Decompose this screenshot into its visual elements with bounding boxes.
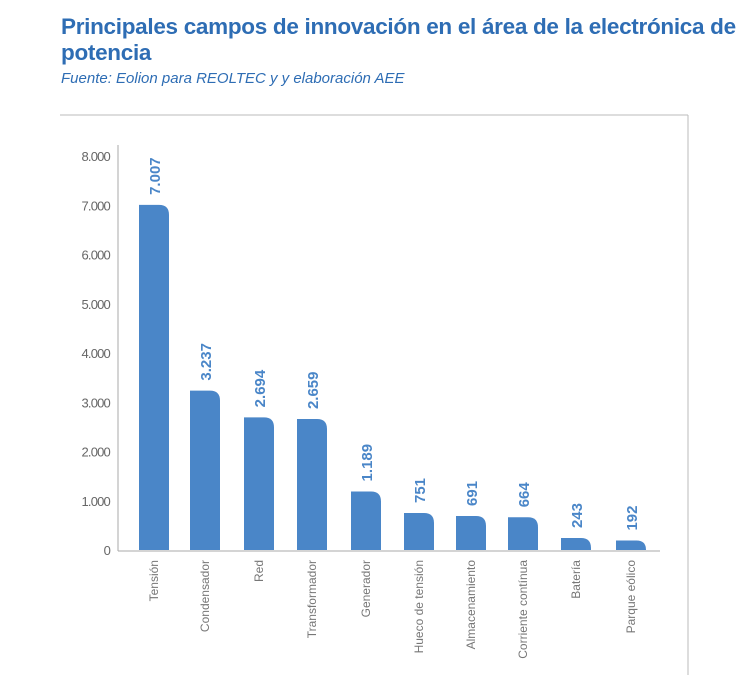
x-tick-label: Parque eólico — [624, 560, 638, 634]
chart-subtitle: Fuente: Eolion para REOLTEC y y elaborac… — [61, 70, 405, 87]
x-tick-label: Hueco de tensión — [412, 560, 426, 653]
bar-9 — [616, 540, 646, 550]
value-label: 664 — [516, 482, 533, 508]
y-tick-label: 5.000 — [81, 297, 110, 312]
chart-title: Principales campos de innovación en el á… — [61, 14, 736, 65]
bar-3 — [297, 419, 327, 550]
y-tick-label: 3.000 — [81, 395, 110, 410]
bar-6 — [456, 515, 486, 550]
y-tick-label: 1.000 — [81, 494, 110, 509]
y-tick-label: 0 — [104, 543, 111, 558]
y-tick-label: 6.000 — [81, 248, 110, 263]
bar-2 — [244, 417, 274, 550]
value-label: 243 — [569, 503, 586, 528]
value-label: 192 — [624, 506, 641, 531]
x-tick-label: Corriente contínua — [516, 560, 530, 659]
y-tick-label: 8.000 — [81, 149, 110, 164]
y-tick-label: 4.000 — [81, 346, 110, 361]
x-tick-label: Red — [252, 560, 266, 582]
value-label: 3.237 — [198, 343, 215, 381]
value-label: 751 — [412, 478, 429, 503]
bar-8 — [561, 538, 591, 550]
x-tick-label: Condensador — [198, 560, 212, 632]
bar-7 — [508, 517, 538, 550]
x-tick-label: Tensión — [147, 560, 161, 601]
bar-1 — [190, 390, 220, 550]
value-label: 2.694 — [252, 369, 269, 407]
x-tick-label: Transformador — [305, 560, 319, 638]
x-tick-label: Almacenamiento — [464, 560, 478, 650]
value-label: 7.007 — [147, 157, 164, 195]
bar-0 — [139, 204, 169, 550]
value-label: 2.659 — [305, 371, 322, 409]
x-tick-label: Generador — [359, 560, 373, 617]
value-label: 691 — [464, 481, 481, 506]
bar-4 — [351, 491, 381, 550]
value-label: 1.189 — [359, 444, 376, 482]
y-tick-label: 2.000 — [81, 445, 110, 460]
x-tick-label: Batería — [569, 560, 583, 599]
y-tick-label: 7.000 — [81, 198, 110, 213]
bar-5 — [404, 513, 434, 550]
